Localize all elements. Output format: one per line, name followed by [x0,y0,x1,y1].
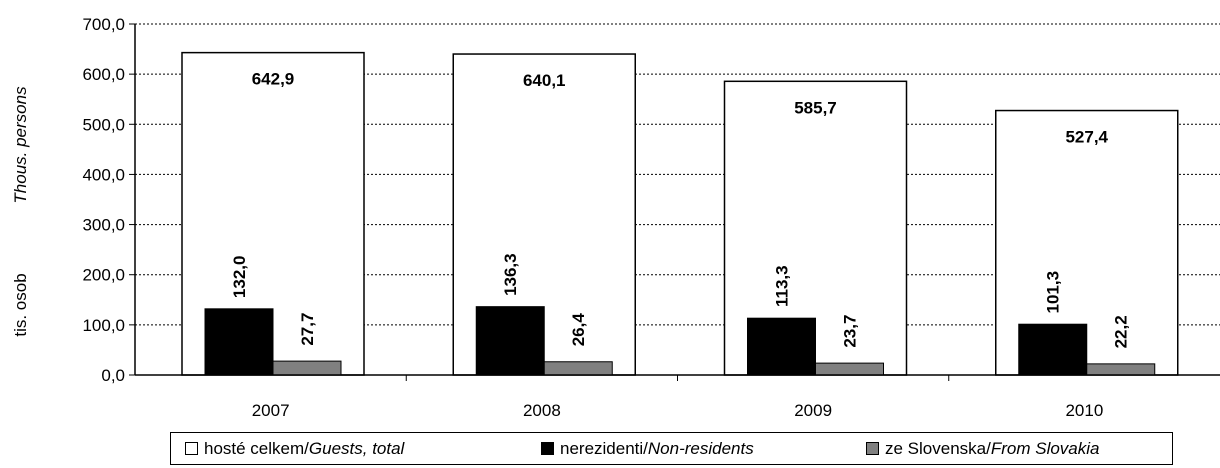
data-label-non-residents: 132,0 [230,256,249,299]
legend-label-guests-total-cz: hosté celkem/ [204,439,309,458]
data-label-non-residents: 101,3 [1044,271,1063,314]
legend-item-non-residents: nerezidenti/Non-residents [541,439,754,459]
y-tick-label: 600,0 [82,65,125,84]
bar-non-residents [204,308,274,376]
legend-label-non-residents-en: Non-residents [647,439,754,458]
data-label-from-slovakia: 26,4 [569,313,588,347]
legend-label-guests-total-en: Guests, total [308,439,405,458]
legend-label-from-slovakia-cz: ze Slovenska/ [885,439,991,458]
y-tick-label: 0,0 [101,366,125,385]
data-label-guests-total: 642,9 [252,70,295,89]
data-label-guests-total: 640,1 [523,71,566,90]
data-label-guests-total: 585,7 [794,98,837,117]
y-tick-label: 200,0 [82,266,125,285]
y-tick-labels: 0,0 100,0 200,0 300,0 400,0 500,0 600,0 700,0 [82,15,125,385]
y-axis-title-czech: tis. osob [11,273,30,336]
bar-from-slovakia [815,362,884,376]
legend: hosté celkem/Guests, total nerezidenti/N… [170,432,1173,465]
legend-swatch-from-slovakia [866,442,879,455]
y-tick-label: 400,0 [82,165,125,184]
legend-swatch-non-residents [541,442,554,455]
data-label-guests-total: 527,4 [1065,128,1108,147]
data-label-from-slovakia: 22,2 [1112,315,1131,348]
x-tick-labels: 2007 2008 2009 2010 [252,401,1104,420]
data-label-from-slovakia: 23,7 [841,315,860,348]
x-tick-label: 2007 [252,401,290,420]
data-label-non-residents: 113,3 [773,265,792,307]
y-tick-label: 100,0 [82,316,125,335]
y-tick-label: 300,0 [82,216,125,235]
axes [129,23,1220,381]
bar-non-residents [475,306,545,376]
x-tick-label: 2009 [794,401,832,420]
y-axis-title-english: Thous. persons [11,86,30,204]
data-labels: 642,9 132,0 27,7 640,1 136,3 26,4 585,7 113,3 23… [230,70,1131,349]
bars [181,51,1179,376]
y-tick-label: 700,0 [82,15,125,34]
data-label-from-slovakia: 27,7 [298,313,317,346]
legend-item-from-slovakia: ze Slovenska/From Slovakia [866,439,1099,459]
bar-from-slovakia [543,361,613,376]
bar-from-slovakia [272,360,342,376]
bar-non-residents [1018,323,1088,376]
legend-item-guests-total: hosté celkem/Guests, total [185,439,404,459]
legend-swatch-guests-total [185,442,198,455]
y-tick-label: 500,0 [82,115,125,134]
bar-non-residents [747,317,816,376]
bar-from-slovakia [1086,363,1156,376]
legend-label-non-residents-cz: nerezidenti/ [560,439,648,458]
data-label-non-residents: 136,3 [501,253,520,296]
x-tick-label: 2008 [523,401,561,420]
legend-label-from-slovakia-en: From Slovakia [990,439,1100,458]
x-tick-label: 2010 [1065,401,1103,420]
